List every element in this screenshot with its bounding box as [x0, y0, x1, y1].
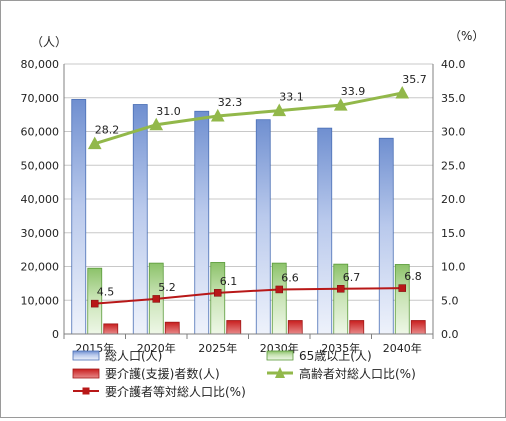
left-tick-label: 70,000 [21, 92, 60, 105]
care-ratio-line [94, 287, 403, 305]
bar [287, 320, 303, 335]
right-tick-label: 0.0 [441, 328, 459, 341]
bar [103, 323, 119, 335]
data-label: 5.2 [158, 281, 176, 294]
bar [71, 99, 87, 335]
bar [226, 320, 242, 335]
triangle-marker [87, 136, 102, 150]
right-tick-label: 10.0 [441, 261, 466, 274]
left-tick-label: 40,000 [21, 193, 60, 206]
triangle-marker [395, 85, 410, 99]
right-axis-unit: （%） [449, 29, 484, 43]
right-tick-label: 20.0 [441, 193, 466, 206]
data-label: 28.2 [95, 124, 120, 137]
legend-marker [82, 387, 90, 395]
triangle-marker [149, 117, 164, 131]
right-tick-label: 30.0 [441, 126, 466, 139]
lines: 28.2 31.0 32.3 33.1 33.9 35.7 4.5 5.2 6.1 6.6 6.7 6… [87, 73, 427, 308]
data-label: 33.1 [279, 91, 304, 104]
legend-label: 総人口(人) [105, 349, 162, 363]
bar [410, 320, 426, 335]
legend-marker [275, 367, 285, 378]
data-label: 35.7 [402, 73, 427, 86]
data-label: 32.3 [218, 96, 243, 109]
data-label: 4.5 [97, 286, 115, 299]
category-label: 2035年 [321, 341, 360, 355]
triangle-marker [210, 108, 225, 122]
left-tick-label: 50,000 [21, 159, 60, 172]
bar [317, 127, 333, 335]
data-label: 6.6 [281, 271, 299, 284]
left-tick-label: 20,000 [21, 261, 60, 274]
data-label: 31.0 [156, 105, 181, 118]
left-tick-label: 30,000 [21, 227, 60, 240]
legend: 総人口(人) 65歳以上(人) 要介護(支援)者数(人) 高齢者対総人口比(%) 要介護… [72, 349, 416, 399]
square-marker [152, 295, 160, 303]
category-label: 2025年 [198, 341, 237, 355]
data-label: 6.1 [220, 275, 238, 288]
data-label: 33.9 [341, 85, 366, 98]
triangle-marker [272, 103, 287, 117]
bar [210, 262, 226, 335]
right-tick-label: 40.0 [441, 58, 466, 71]
gridlines [64, 63, 433, 301]
left-tick-label: 80,000 [21, 58, 60, 71]
bar [255, 119, 271, 335]
bar [349, 320, 365, 335]
category-label: 2040年 [383, 341, 422, 355]
square-marker [337, 285, 345, 293]
data-label: 6.8 [404, 270, 422, 283]
left-tick-label: 60,000 [21, 126, 60, 139]
square-marker [398, 284, 406, 292]
legend-label: 要介護者等対総人口比(%) [105, 384, 246, 399]
right-tick-label: 25.0 [441, 159, 466, 172]
legend-swatch [72, 350, 100, 361]
square-marker [91, 299, 99, 308]
triangle-marker [333, 98, 348, 111]
right-tick-label: 15.0 [441, 227, 466, 240]
legend-label: 高齢者対総人口比(%) [299, 366, 416, 381]
bar [194, 110, 210, 335]
left-axis-unit: （人） [31, 35, 67, 49]
legend-swatch [72, 368, 100, 379]
square-marker [275, 285, 283, 294]
left-tick-label: 10,000 [21, 294, 60, 307]
aging-ratio-line [94, 91, 403, 146]
left-tick-label: 0 [52, 328, 59, 341]
category-label: 2020年 [137, 341, 176, 355]
data-label: 6.7 [343, 271, 361, 284]
square-marker [214, 289, 222, 297]
bar [164, 321, 180, 335]
right-tick-label: 5.0 [441, 294, 459, 307]
right-tick-label: 35.0 [441, 92, 466, 105]
bar [378, 137, 394, 335]
legend-label: 65歳以上(人) [299, 349, 372, 363]
legend-label: 要介護(支援)者数(人) [105, 366, 220, 381]
legend-swatch [266, 350, 294, 361]
